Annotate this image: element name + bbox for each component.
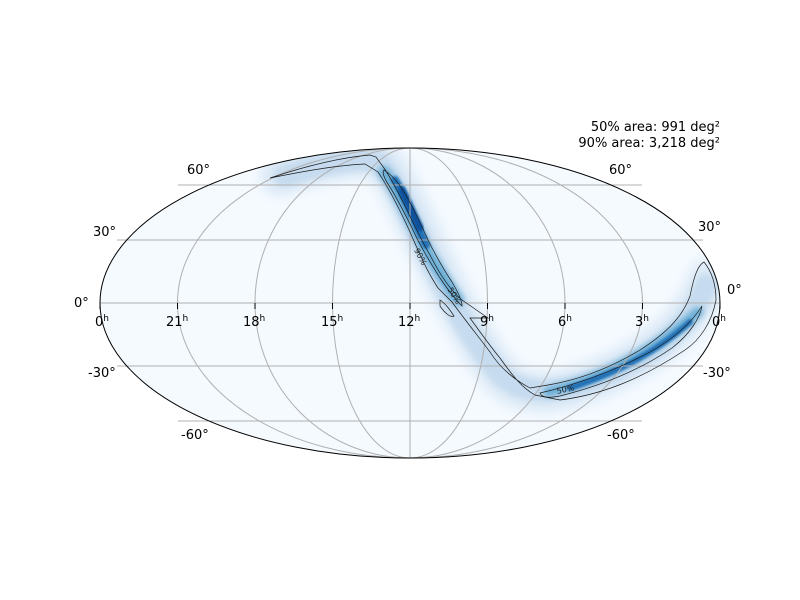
ra-label-9h: 9h [480,314,494,330]
probability-density [260,148,720,413]
contour-50-island [439,299,455,317]
prob-core-lower [567,319,693,391]
contour-50-lower [539,305,703,398]
dec-label-right-60: 60° [609,163,632,178]
ra-label-12h: 12h [398,314,420,330]
contour-label-50-lower: 50% [556,383,576,396]
dec-label-left-m60: -60° [181,428,209,443]
prob-core-peak [398,186,424,232]
dec-label-right-m60: -60° [607,428,635,443]
area-50-text: 50% area: 991 deg² [591,120,720,135]
ra-label-15h: 15h [321,314,343,330]
contour-90 [269,154,717,401]
dec-tick-labels-left: 60° 30° 0° -30° -60° [74,163,210,443]
contour-50-upper [382,169,463,307]
ra-label-3h: 3h [635,314,649,330]
dec-label-right-m30: -30° [703,366,731,381]
area-90-text: 90% area: 3,218 deg² [578,136,720,151]
dec-label-left-30: 30° [93,225,116,240]
ra-tick-labels: 0h 21h 18h 15h 12h 9h 6h 3h 0h [95,314,726,330]
area-annotation: 50% area: 991 deg² 90% area: 3,218 deg² [578,120,720,151]
dec-label-left-60: 60° [187,163,210,178]
ra-tick-marks [99,303,721,309]
dec-label-right-30: 30° [698,220,721,235]
prob-mid-fill [378,166,464,306]
ra-label-6h: 6h [558,314,572,330]
ra-label-0h-right: 0h [712,314,726,330]
dec-label-left-m30: -30° [88,366,116,381]
ra-label-18h: 18h [243,314,265,330]
dec-tick-labels-right: 60° 30° 0° -30° -60° [607,163,742,443]
dec-label-left-0: 0° [74,296,89,311]
ra-label-21h: 21h [166,314,188,330]
ra-label-0h-left: 0h [95,314,109,330]
dec-label-right-0: 0° [727,283,742,298]
